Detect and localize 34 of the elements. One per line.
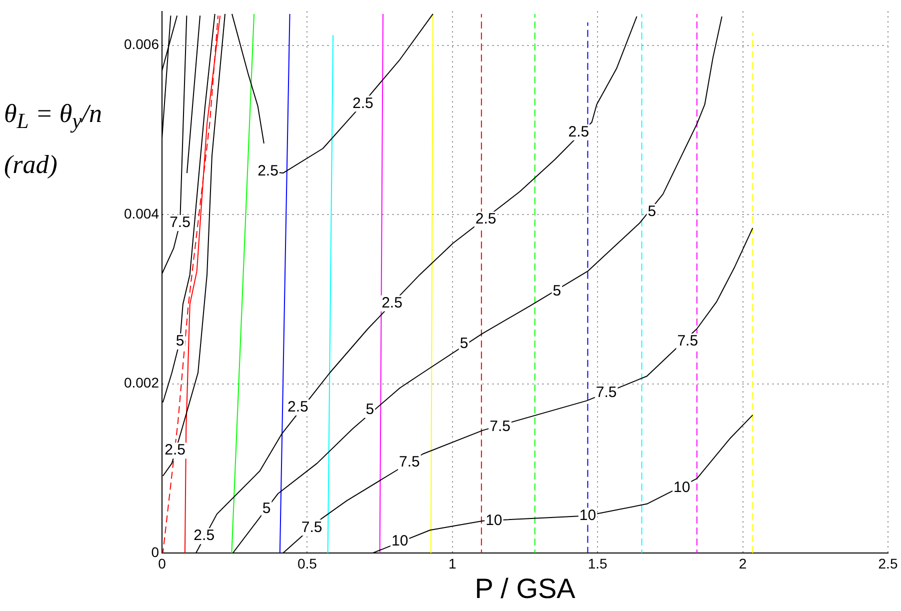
annotation: 5 xyxy=(262,500,271,518)
annotation: 5 xyxy=(460,335,468,352)
annotation: 10 xyxy=(673,478,690,496)
y-tick-label: 0.004 xyxy=(124,205,160,222)
annotation: 2.5 xyxy=(382,294,402,312)
annotation: 10 xyxy=(391,532,408,550)
annotation: 7.5 xyxy=(301,518,322,536)
annotation: 2.5 xyxy=(194,527,215,544)
y-tick-label: 0.002 xyxy=(124,374,160,391)
annotation: 2.5 xyxy=(568,124,590,141)
annotation: 10 xyxy=(579,506,596,524)
x-tick-label: 1.5 xyxy=(588,555,608,572)
x-axis-title: P / GSA xyxy=(474,572,576,604)
x-tick-label: 0.5 xyxy=(297,555,318,572)
annotation: 2.5 xyxy=(287,398,308,416)
annotation: 7.5 xyxy=(596,384,617,402)
annotation: 5 xyxy=(648,203,656,220)
x-tick-label: 1 xyxy=(448,555,456,572)
annotation: 5 xyxy=(366,401,374,418)
annotation: 10 xyxy=(486,512,502,529)
annotation: 7.5 xyxy=(398,454,420,471)
x-tick-label: 2 xyxy=(738,555,747,572)
annotation: 2.5 xyxy=(164,442,186,459)
annotation: 5 xyxy=(552,282,562,300)
y-tick-label: 0.006 xyxy=(124,36,160,52)
annotation: 2.5 xyxy=(352,94,374,112)
annotation: 7.5 xyxy=(170,214,190,232)
annotation: 2.5 xyxy=(475,210,496,228)
annotation: 7.5 xyxy=(677,332,698,350)
x-tick-label: 2.5 xyxy=(878,555,898,572)
annotation: 2.5 xyxy=(258,162,278,180)
y-tick-label: 0 xyxy=(151,544,160,560)
annotation: 7.5 xyxy=(490,418,510,436)
text: θ$_{L}$ = θ$_{y}$/n (rad) xyxy=(4,99,102,180)
